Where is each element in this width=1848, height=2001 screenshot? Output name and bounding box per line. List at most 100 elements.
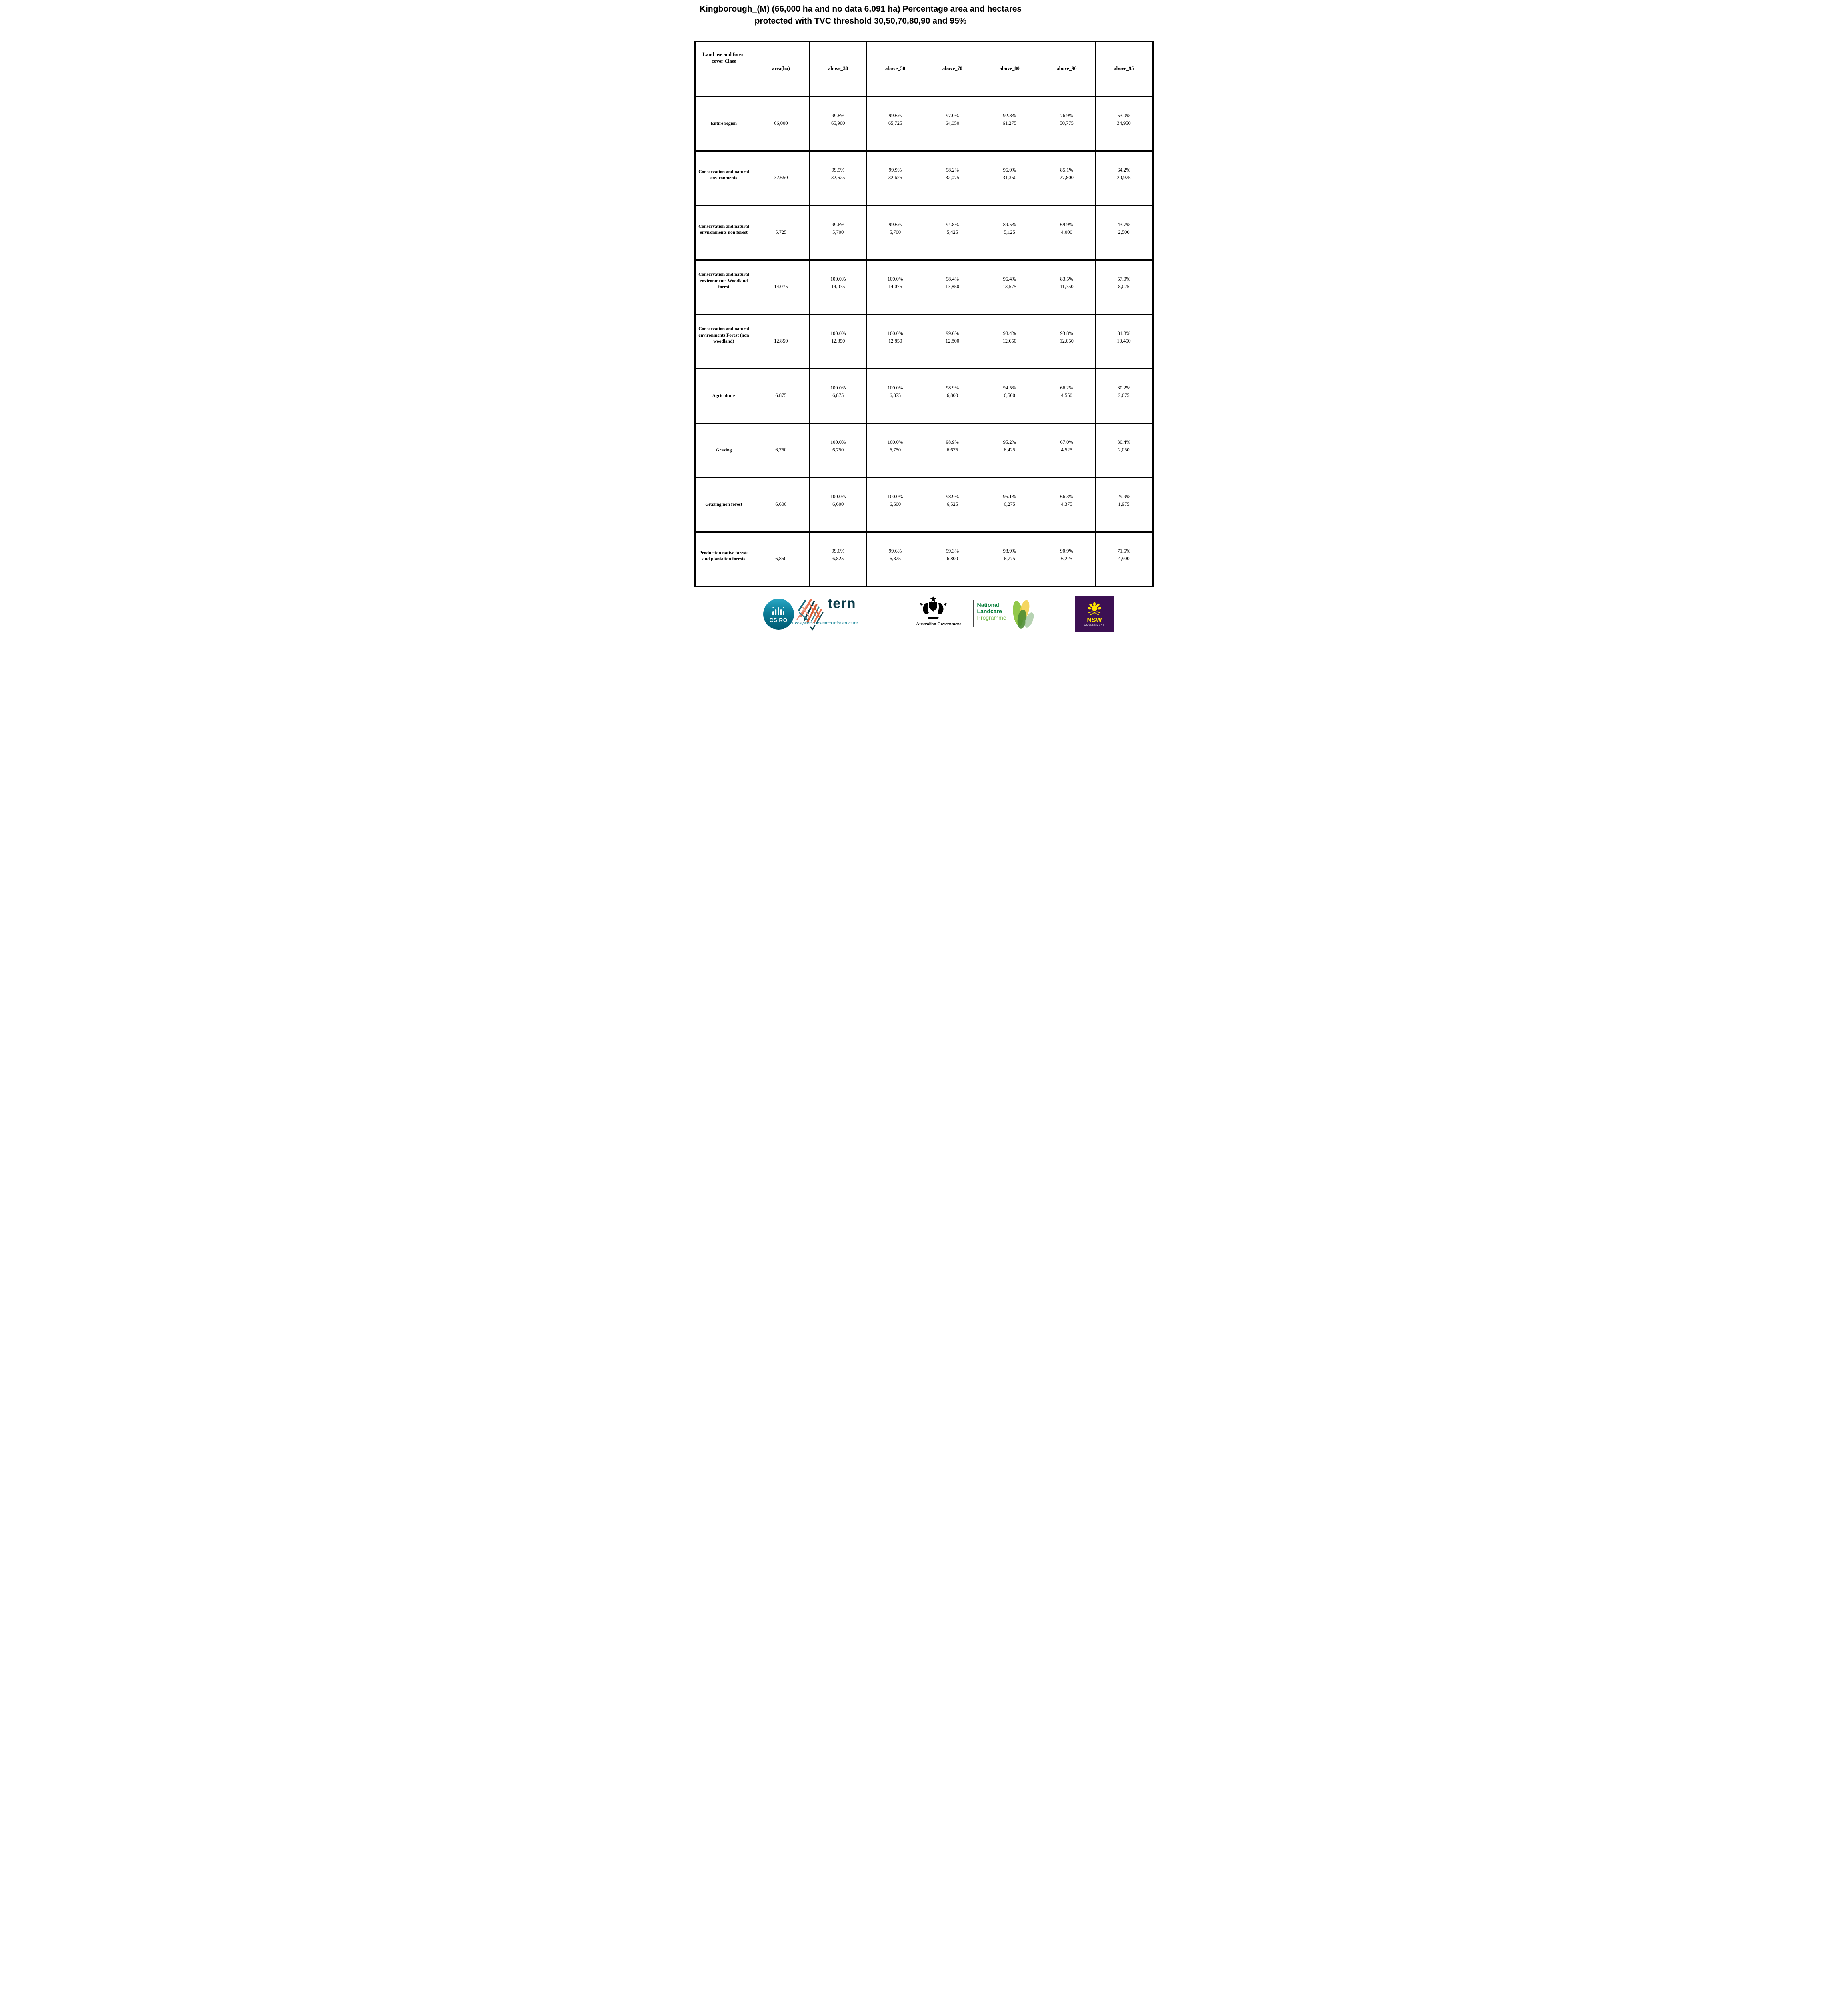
land-use-class-cell: Grazing <box>694 423 753 478</box>
percent-value: 98.4% <box>946 276 959 282</box>
hectares-value: 64,050 <box>945 120 960 126</box>
logo-divider <box>973 600 974 627</box>
percent-value: 100.0% <box>830 493 846 499</box>
threshold-cell: 99.6% 5,700 <box>809 205 867 260</box>
threshold-cell: 57.0% 8,025 <box>1095 260 1153 315</box>
table-row: Conservation and natural environments no… <box>694 205 1153 260</box>
threshold-cell: 94.5% 6,500 <box>980 369 1038 423</box>
hectares-value: 5,700 <box>832 229 844 235</box>
hectares-value: 12,800 <box>945 338 960 344</box>
column-header-label: above_50 <box>885 65 906 71</box>
threshold-cell: 81.3% 10,450 <box>1095 314 1153 369</box>
hectares-value: 6,500 <box>1004 392 1015 398</box>
hectares-value: 4,000 <box>1061 229 1072 235</box>
threshold-cell: 66.2% 4,550 <box>1038 369 1096 423</box>
hectares-value: 13,575 <box>1002 283 1016 289</box>
column-header-label: above_70 <box>942 65 962 71</box>
hectares-value: 6,800 <box>946 555 958 561</box>
threshold-cell: 43.7% 2,500 <box>1095 205 1153 260</box>
percent-value: 100.0% <box>887 276 903 282</box>
threshold-cell: 98.4% 13,850 <box>923 260 981 315</box>
area-ha-cell: 6,875 <box>752 369 810 423</box>
hectares-value: 4,550 <box>1061 392 1072 398</box>
threshold-cell: 100.0% 14,075 <box>866 260 924 315</box>
threshold-cell: 96.0% 31,350 <box>980 151 1038 206</box>
landcare-leaves-icon <box>1012 600 1034 629</box>
threshold-cell: 66.3% 4,375 <box>1038 477 1096 532</box>
hectares-value: 31,350 <box>1002 174 1016 180</box>
threshold-cell: 92.8% 61,275 <box>980 96 1038 151</box>
tern-wordmark: tern <box>828 595 856 611</box>
hectares-value: 5,125 <box>1004 229 1015 235</box>
spacer <box>753 166 809 174</box>
hectares-value: 34,950 <box>1117 120 1131 126</box>
table-row: Conservation and natural environments Fo… <box>694 314 1153 369</box>
percent-value: 99.6% <box>832 548 845 554</box>
percent-value: 93.8% <box>1060 330 1073 336</box>
area-ha-value: 12,850 <box>774 338 788 344</box>
threshold-cell: 99.6% 5,700 <box>866 205 924 260</box>
hectares-value: 5,425 <box>946 229 958 235</box>
page-title: Kingborough_(M) (66,000 ha and no data 6… <box>699 4 1022 26</box>
land-use-class-label: Grazing non forest <box>705 502 742 507</box>
area-ha-cell: 6,750 <box>752 423 810 478</box>
land-use-class-cell: Entire region <box>694 96 753 151</box>
hectares-value: 10,450 <box>1117 338 1131 344</box>
tvc-threshold-table: Land use and forest cover Class area(ha) a… <box>694 41 1154 587</box>
tern-australia-map-icon <box>796 599 823 631</box>
threshold-cell: 98.4% 12,650 <box>980 314 1038 369</box>
percent-value: 81.3% <box>1117 330 1130 336</box>
hectares-value: 65,900 <box>831 120 845 126</box>
percent-value: 66.2% <box>1060 385 1073 391</box>
threshold-cell: 94.8% 5,425 <box>923 205 981 260</box>
area-ha-cell: 5,725 <box>752 205 810 260</box>
hectares-value: 1,975 <box>1118 501 1130 507</box>
hectares-value: 12,850 <box>888 338 902 344</box>
hectares-value: 6,525 <box>946 501 958 507</box>
threshold-cell: 99.8% 65,900 <box>809 96 867 151</box>
land-use-class-cell: Production native forests and plantation… <box>694 532 753 587</box>
percent-value: 94.8% <box>946 221 959 227</box>
percent-value: 100.0% <box>887 385 903 391</box>
percent-value: 92.8% <box>1003 112 1016 118</box>
percent-value: 67.0% <box>1060 439 1073 445</box>
hectares-value: 12,050 <box>1060 338 1074 344</box>
nsw-waratah-icon <box>1087 602 1102 616</box>
hectares-value: 2,500 <box>1118 229 1130 235</box>
land-use-class-cell: Conservation and natural environments <box>694 151 753 206</box>
threshold-cell: 89.5% 5,125 <box>980 205 1038 260</box>
tern-subtitle: Ecosystem Research Infrastructure <box>792 621 858 626</box>
land-use-class-label: Agriculture <box>712 393 736 399</box>
threshold-cell: 99.9% 32,625 <box>866 151 924 206</box>
threshold-cell: 69.9% 4,000 <box>1038 205 1096 260</box>
area-ha-cell: 66,000 <box>752 96 810 151</box>
report-page: Kingborough_(M) (66,000 ha and no data 6… <box>693 0 1155 632</box>
threshold-cell: 100.0% 12,850 <box>866 314 924 369</box>
percent-value: 29.9% <box>1117 493 1130 499</box>
threshold-cell: 100.0% 6,875 <box>866 369 924 423</box>
percent-value: 30.2% <box>1117 385 1130 391</box>
land-use-class-cell: Conservation and natural environments Wo… <box>694 260 753 315</box>
hectares-value: 6,875 <box>832 392 844 398</box>
spacer <box>753 221 809 229</box>
table-body: Entire region 66,000 99.8% 65,900 99.6% 65,72… <box>694 96 1153 587</box>
land-use-class-cell: Conservation and natural environments Fo… <box>694 314 753 369</box>
hectares-value: 6,600 <box>889 501 901 507</box>
hectares-value: 2,075 <box>1118 392 1130 398</box>
nsw-government-sublabel: GOVERNMENT <box>1084 624 1105 626</box>
spacer <box>753 439 809 446</box>
threshold-cell: 98.2% 32,075 <box>923 151 981 206</box>
hectares-value: 6,750 <box>832 447 844 453</box>
hectares-value: 6,825 <box>832 555 844 561</box>
national-landcare-programme-label: National Landcare Programme <box>977 602 1006 621</box>
threshold-cell: 85.1% 27,800 <box>1038 151 1096 206</box>
hectares-value: 6,225 <box>1061 555 1072 561</box>
threshold-cell: 99.6% 65,725 <box>866 96 924 151</box>
threshold-cell: 99.6% 6,825 <box>809 532 867 587</box>
csiro-label: CSIRO <box>769 617 788 623</box>
area-ha-cell: 12,850 <box>752 314 810 369</box>
percent-value: 100.0% <box>887 330 903 336</box>
percent-value: 98.9% <box>946 493 959 499</box>
percent-value: 83.5% <box>1060 276 1073 282</box>
land-use-class-cell: Agriculture <box>694 369 753 423</box>
